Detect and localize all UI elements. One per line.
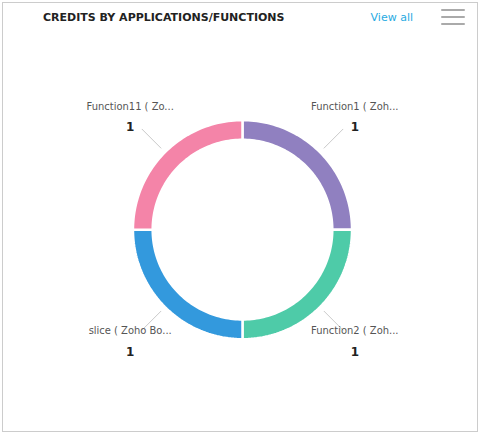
html-text:View all: View all	[370, 10, 413, 24]
svg-text:1: 1	[351, 120, 359, 134]
svg-text:1: 1	[126, 345, 134, 359]
svg-text:slice ( Zoho Bo...: slice ( Zoho Bo...	[89, 325, 172, 336]
svg-text:Function11 ( Zo...: Function11 ( Zo...	[87, 101, 174, 112]
svg-text:Function1 ( Zoh...: Function1 ( Zoh...	[311, 101, 398, 112]
svg-text:1: 1	[351, 345, 359, 359]
svg-text:Function2 ( Zoh...: Function2 ( Zoh...	[311, 325, 398, 336]
svg-text:1: 1	[126, 120, 134, 134]
html-text:CREDITS BY APPLICATIONS/FUNCTI: CREDITS BY APPLICATIONS/FUNCTIONS	[43, 10, 285, 24]
